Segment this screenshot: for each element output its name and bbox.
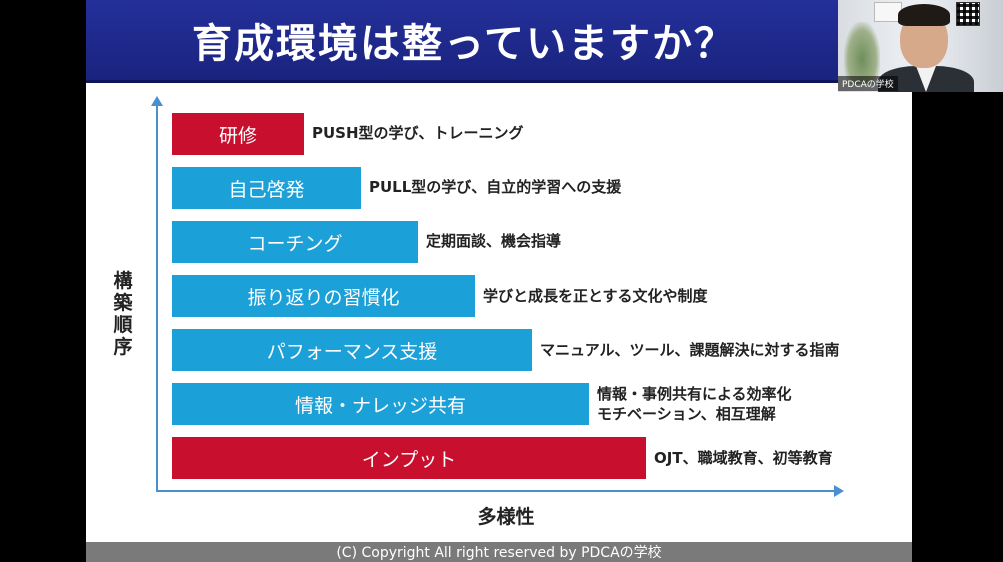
x-axis-label: 多様性 — [477, 506, 535, 528]
bar-label: コーチング — [247, 232, 343, 255]
bar-description: OJT、職域教育、初等教育 — [654, 449, 833, 467]
presentation-slide: 育成環境は整っていますか？ 構築順序 多様性 研修 PUSH型の学び、トレーニン… — [86, 0, 912, 562]
y-axis-arrow-icon — [151, 96, 163, 106]
presenter-hair — [898, 4, 950, 26]
slide-title: 育成環境は整っていますか？ — [192, 21, 736, 67]
webcam-overlay: PDCAの学校 — [838, 0, 1003, 92]
webcam-name-label: PDCAの学校 — [838, 76, 898, 91]
y-axis-line — [156, 100, 158, 492]
qr-code-icon — [956, 2, 980, 26]
bar-furikaeri: 振り返りの習慣化 — [172, 275, 475, 317]
y-axis-label: 構築順序 — [113, 270, 133, 358]
bar-performance-shien: パフォーマンス支援 — [172, 329, 532, 371]
bar-description: 学びと成長を正とする文化や制度 — [483, 287, 708, 305]
plant-image — [844, 22, 880, 84]
bar-label: 情報・ナレッジ共有 — [294, 394, 466, 417]
x-axis-arrow-icon — [834, 485, 844, 497]
copyright-footer: (C) Copyright All right reserved by PDCA… — [86, 542, 912, 562]
bar-description: PUSH型の学び、トレーニング — [312, 124, 524, 142]
bar-knowledge-share: 情報・ナレッジ共有 — [172, 383, 589, 425]
x-axis-line — [156, 490, 836, 492]
bar-description: 情報・事例共有による効率化 — [597, 385, 792, 403]
bar-label: パフォーマンス支援 — [266, 340, 438, 363]
bar-input: インプット — [172, 437, 646, 479]
bar-description: PULL型の学び、自立的学習への支援 — [369, 178, 622, 196]
title-banner: 育成環境は整っていますか？ — [86, 0, 912, 83]
bar-coaching: コーチング — [172, 221, 418, 263]
bar-description: 定期面談、機会指導 — [426, 232, 562, 250]
bar-description-line2: モチベーション、相互理解 — [597, 405, 776, 423]
bar-label: 研修 — [218, 124, 257, 147]
bar-kenshu: 研修 — [172, 113, 304, 155]
bar-jiko-keihatsu: 自己啓発 — [172, 167, 361, 209]
bar-label: 振り返りの習慣化 — [247, 286, 400, 309]
bar-label: インプット — [361, 448, 457, 471]
bar-description: マニュアル、ツール、課題解決に対する指南 — [540, 341, 840, 359]
bar-label: 自己啓発 — [228, 178, 305, 201]
